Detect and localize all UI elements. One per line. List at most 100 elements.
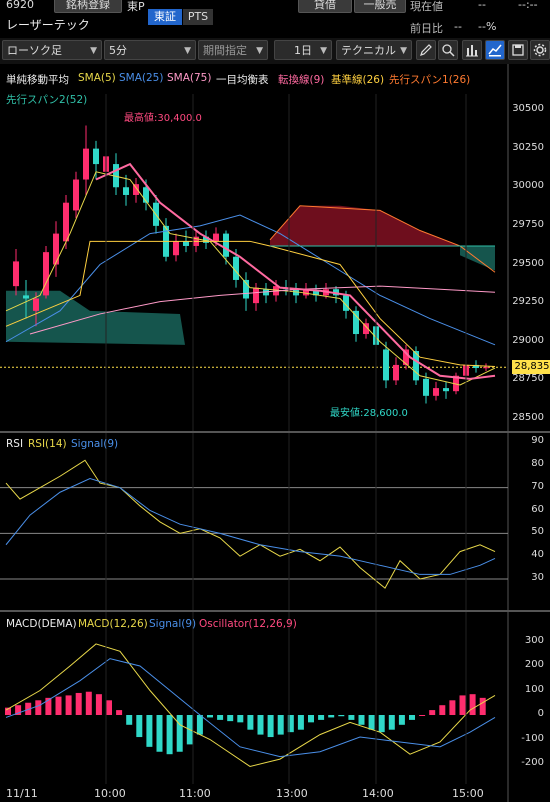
technical-select[interactable]: テクニカル ▼ (336, 40, 412, 60)
time-label: 14:00 (362, 787, 394, 800)
chevron-down-icon: ▼ (256, 46, 263, 56)
exchange-pts-button[interactable]: PTS (183, 9, 213, 25)
candle-body (23, 295, 29, 299)
legend-kijun: 基準線(26) (331, 74, 385, 86)
tenkan-line (95, 162, 496, 380)
macd-tick-label: -200 (521, 757, 544, 768)
rsi-signal-line (5, 477, 496, 575)
macd-line (5, 643, 496, 767)
macd-oscillator-bar (176, 715, 183, 752)
rsi-tick-label: 70 (531, 480, 544, 492)
prev-change-label: 前日比 (410, 22, 443, 35)
zoom-icon[interactable] (438, 40, 458, 60)
candle-body (433, 388, 439, 396)
legend-sma5: SMA(5) (78, 72, 116, 84)
macd-tick-label: -100 (521, 732, 544, 744)
high-price-label: 最高値:30,400.0 (124, 113, 202, 124)
candle-body (53, 233, 59, 265)
macd-oscillator-bar (469, 694, 476, 715)
macd-oscillator-bar (65, 695, 72, 715)
price-tick-label: 29750 (512, 218, 544, 230)
macd-oscillator-bar (459, 695, 466, 715)
save-icon[interactable] (508, 40, 528, 60)
candle-body (143, 187, 149, 203)
macd-oscillator-bar (136, 715, 143, 738)
candle-body (303, 289, 309, 296)
macd-legend-title: MACD(DEMA) (6, 618, 77, 630)
macd-oscillator-bar (267, 715, 274, 738)
chevron-down-icon: ▼ (90, 46, 97, 56)
period-select[interactable]: 期間指定 ▼ (198, 40, 268, 60)
sma75-line (29, 285, 496, 335)
panel-divider[interactable] (0, 431, 550, 433)
macd-oscillator-bar (419, 715, 426, 716)
ichimoku-cloud-bear (270, 205, 495, 246)
candle-body (473, 364, 479, 369)
macd-oscillator-bar (328, 715, 335, 718)
interval-value: 5分 (109, 44, 127, 57)
volume-icon[interactable] (462, 40, 482, 60)
panel-divider[interactable] (0, 610, 550, 612)
span-select[interactable]: 1日 ▼ (274, 40, 332, 60)
settings-icon[interactable] (530, 40, 550, 60)
candle-body (233, 256, 239, 280)
candle-body (73, 179, 79, 211)
macd-oscillator-bar (106, 700, 112, 715)
account-type-badge: 一般売 (354, 0, 406, 13)
macd-oscillator-bar (308, 715, 314, 723)
rsi-line (5, 459, 496, 589)
interval-select[interactable]: 5分 ▼ (104, 40, 196, 60)
price-tick-label: 29000 (512, 334, 544, 346)
macd-oscillator-bar (207, 715, 213, 718)
candle-body (243, 279, 249, 299)
candle-body (343, 295, 349, 311)
chart-canvas[interactable] (0, 64, 550, 802)
legend-rsi: RSI(14) (28, 438, 67, 450)
chart-type-select[interactable]: ローソク足 ▼ (2, 40, 102, 60)
candle-body (63, 202, 69, 242)
register-button[interactable]: 銘柄登録 (54, 0, 122, 13)
chevron-down-icon: ▼ (320, 46, 327, 56)
macd-oscillator-bar (25, 702, 32, 715)
price-tick-label: 29250 (512, 296, 544, 308)
candle-body (203, 236, 209, 243)
chart-toolbar: ローソク足 ▼ 5分 ▼ 期間指定 ▼ 1日 ▼ テクニカル ▼ (0, 38, 550, 64)
macd-oscillator-bar (398, 715, 405, 725)
macd-oscillator-bar (5, 707, 11, 715)
exchange-tse-button[interactable]: 東証 (148, 9, 182, 25)
rsi-tick-label: 60 (531, 503, 544, 515)
macd-oscillator-bar (15, 705, 22, 715)
rsi-tick-label: 90 (531, 435, 544, 446)
candle-body (483, 367, 489, 369)
pencil-icon[interactable] (416, 40, 436, 60)
price-tick-label: 28750 (512, 373, 544, 385)
candle-body (113, 164, 119, 188)
rsi-tick-label: 40 (531, 549, 544, 561)
macd-oscillator-bar (297, 715, 304, 730)
macd-oscillator-bar (378, 715, 385, 733)
candle-body (13, 261, 19, 287)
macd-oscillator-bar (95, 694, 102, 715)
candle-body (413, 351, 419, 381)
rsi-tick-label: 30 (531, 572, 544, 583)
macd-oscillator-bar (277, 715, 284, 735)
macd-oscillator-bar (166, 715, 173, 755)
stock-name: レーザーテック (6, 18, 90, 32)
chart-icon[interactable] (485, 40, 505, 60)
macd-oscillator-bar (287, 715, 294, 733)
current-price-time: --:-- (518, 0, 538, 11)
macd-oscillator-bar (429, 710, 436, 715)
legend-tenkan: 転換線(9) (278, 74, 325, 86)
macd-oscillator-bar (388, 715, 395, 730)
macd-oscillator-bar (227, 715, 234, 722)
macd-oscillator-bar (348, 715, 355, 720)
macd-oscillator-bar (237, 715, 244, 723)
sma5-line (5, 171, 496, 386)
macd-oscillator-bar (196, 715, 203, 735)
credit-type-badge: 貸借 (298, 0, 352, 13)
price-legend-title: 単純移動平均 (6, 74, 69, 86)
candle-body (443, 388, 449, 392)
candle-body (253, 287, 259, 304)
candle-body (423, 378, 429, 396)
candle-body (183, 241, 189, 246)
